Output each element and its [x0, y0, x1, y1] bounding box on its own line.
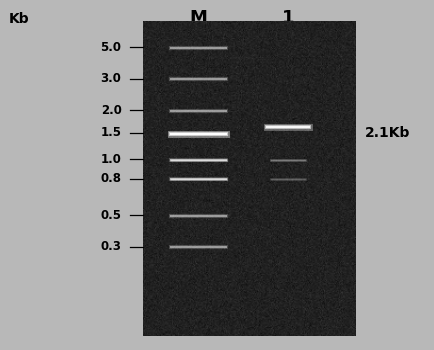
Text: 3.0: 3.0 — [101, 72, 122, 85]
Text: 0.8: 0.8 — [101, 172, 122, 185]
Text: 5.0: 5.0 — [101, 41, 122, 54]
Text: 2.0: 2.0 — [101, 104, 122, 117]
Text: Kb: Kb — [9, 12, 30, 26]
Text: 0.5: 0.5 — [101, 209, 122, 222]
Text: 2.1Kb: 2.1Kb — [365, 126, 410, 140]
Text: M: M — [190, 9, 207, 27]
Text: 1.5: 1.5 — [101, 126, 122, 140]
Text: 1.0: 1.0 — [101, 153, 122, 166]
Text: 1: 1 — [282, 9, 294, 27]
Text: 0.3: 0.3 — [101, 240, 122, 253]
